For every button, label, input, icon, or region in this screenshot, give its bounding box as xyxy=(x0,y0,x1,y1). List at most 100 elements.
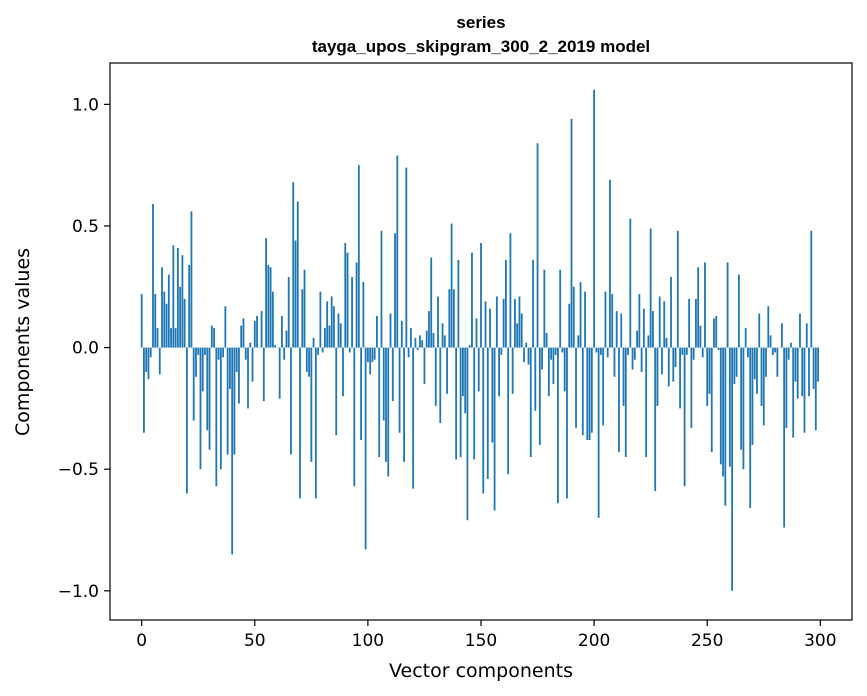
bar-274 xyxy=(760,347,763,406)
bar-276 xyxy=(765,347,767,377)
bar-185 xyxy=(559,269,562,348)
bar-22 xyxy=(190,211,193,348)
bar-188 xyxy=(566,347,568,499)
bar-13 xyxy=(170,328,172,348)
bar-285 xyxy=(785,347,788,428)
bar-169 xyxy=(523,347,525,363)
x-tick-label: 200 xyxy=(578,631,610,651)
bar-2 xyxy=(145,347,148,372)
bar-287 xyxy=(790,342,792,348)
bar-48 xyxy=(249,342,252,348)
bar-164 xyxy=(511,347,514,394)
bar-259 xyxy=(726,262,729,348)
bar-256 xyxy=(719,347,722,465)
bar-175 xyxy=(536,143,539,348)
bar-115 xyxy=(400,320,403,348)
bar-225 xyxy=(649,228,652,348)
bar-199 xyxy=(590,347,593,433)
bar-263 xyxy=(735,347,738,377)
bar-109 xyxy=(387,347,390,477)
bar-76 xyxy=(312,337,315,348)
bar-113 xyxy=(396,155,399,348)
bar-90 xyxy=(344,242,347,348)
bar-200 xyxy=(593,89,596,348)
plot-frame xyxy=(109,62,853,621)
bar-103 xyxy=(373,347,376,360)
bar-264 xyxy=(737,274,740,348)
bar-270 xyxy=(751,347,754,445)
y-axis-label: Components values xyxy=(12,248,34,436)
bar-9 xyxy=(161,267,163,348)
bar-153 xyxy=(486,347,489,479)
bar-102 xyxy=(371,347,374,363)
bar-234 xyxy=(670,277,672,348)
bar-213 xyxy=(622,347,625,406)
bar-51 xyxy=(256,315,258,348)
bar-222 xyxy=(642,308,645,348)
bar-174 xyxy=(534,347,537,411)
x-axis-ticks: 0 50 100 150 200 250 300 xyxy=(136,620,837,651)
bar-78 xyxy=(317,347,320,355)
bar-194 xyxy=(579,281,582,348)
x-tick-label: 100 xyxy=(352,631,384,651)
bar-233 xyxy=(667,347,670,387)
bar-137 xyxy=(450,223,453,348)
bar-209 xyxy=(613,347,616,377)
bar-125 xyxy=(423,347,426,385)
x-tick-label: 0 xyxy=(136,631,147,651)
bar-135 xyxy=(446,347,448,394)
bar-260 xyxy=(728,347,731,467)
bar-265 xyxy=(740,347,743,450)
bar-224 xyxy=(647,335,650,348)
bar-292 xyxy=(801,347,804,397)
bar-288 xyxy=(792,347,795,438)
bar-114 xyxy=(398,347,401,433)
y-tick-label: −1.0 xyxy=(58,582,99,602)
bar-244 xyxy=(692,347,695,360)
bar-204 xyxy=(602,347,605,426)
bar-111 xyxy=(391,347,394,402)
bar-144 xyxy=(466,347,469,521)
bar-220 xyxy=(638,294,641,348)
bar-57 xyxy=(269,267,272,348)
bar-72 xyxy=(303,269,306,348)
bar-152 xyxy=(484,301,487,348)
bar-119 xyxy=(409,328,412,348)
bar-108 xyxy=(385,347,387,462)
bar-34 xyxy=(217,347,220,360)
bar-198 xyxy=(588,347,591,441)
bar-231 xyxy=(663,301,666,348)
bar-54 xyxy=(262,347,265,402)
bar-176 xyxy=(538,347,541,445)
bar-133 xyxy=(441,323,444,348)
chart-title-line2: tayga_upos_skipgram_300_2_2019 model xyxy=(312,37,650,56)
bar-32 xyxy=(213,328,215,348)
bar-19 xyxy=(183,298,186,348)
bar-128 xyxy=(430,257,433,348)
bar-134 xyxy=(443,335,446,348)
bar-96 xyxy=(357,165,360,348)
bar-101 xyxy=(369,347,372,375)
bar-47 xyxy=(247,347,249,409)
bar-237 xyxy=(676,230,679,348)
bar-95 xyxy=(355,262,358,348)
bar-112 xyxy=(394,233,396,348)
bar-217 xyxy=(631,347,634,370)
bar-140 xyxy=(457,260,460,348)
bar-50 xyxy=(253,320,256,348)
bar-0 xyxy=(140,294,143,348)
bar-61 xyxy=(278,347,281,399)
bar-18 xyxy=(181,255,184,348)
bar-290 xyxy=(796,347,799,399)
bar-161 xyxy=(504,260,507,348)
bar-69 xyxy=(296,201,299,348)
bar-247 xyxy=(699,325,702,348)
bar-145 xyxy=(468,345,471,348)
bar-70 xyxy=(299,347,301,499)
bar-250 xyxy=(706,347,709,406)
bar-66 xyxy=(290,347,292,455)
bar-4 xyxy=(149,347,152,358)
bar-31 xyxy=(210,325,213,348)
bar-36 xyxy=(222,347,225,358)
bar-210 xyxy=(615,311,618,348)
